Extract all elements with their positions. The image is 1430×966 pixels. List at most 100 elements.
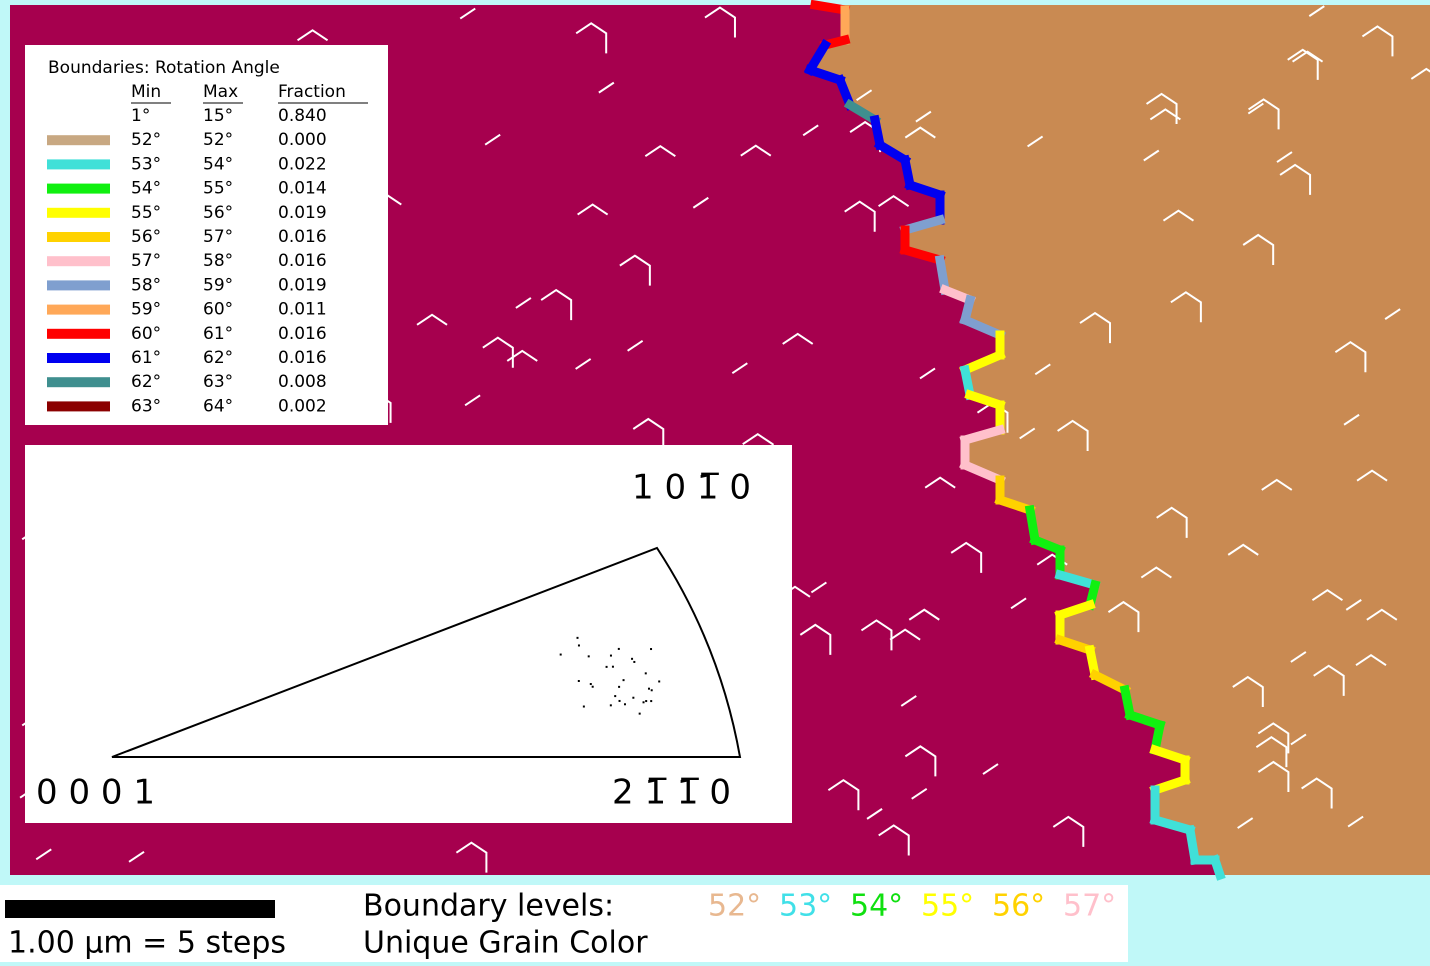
grain-edge bbox=[459, 7, 476, 20]
grain-edge bbox=[1384, 308, 1401, 320]
pole-label-top: 1 0 1̅ 0 bbox=[632, 468, 751, 508]
grain-edge bbox=[627, 339, 644, 352]
grain-edge bbox=[540, 288, 573, 321]
grain-edge bbox=[455, 841, 488, 873]
grain-edge bbox=[1290, 733, 1307, 746]
level-label: 56° bbox=[992, 889, 1045, 924]
pole-point bbox=[650, 700, 653, 703]
legend-fraction: 0.002 bbox=[278, 396, 327, 416]
grain-edge bbox=[1301, 777, 1333, 809]
boundary-segment bbox=[803, 38, 832, 77]
pole-point bbox=[633, 660, 636, 663]
pole-point bbox=[582, 705, 585, 708]
pole-label-right: 2 1̅ 1̅ 0 bbox=[612, 773, 731, 813]
grain-edge bbox=[1232, 675, 1264, 708]
legend-max: 56° bbox=[203, 203, 233, 223]
grain-edge bbox=[911, 787, 928, 800]
grain-edge bbox=[827, 778, 860, 811]
grain-edge bbox=[860, 619, 893, 651]
legend-max: 59° bbox=[203, 275, 233, 295]
grain-edge bbox=[1261, 478, 1293, 491]
legend-min: 60° bbox=[131, 324, 161, 344]
grain-edge bbox=[1255, 735, 1288, 768]
legend-max: 55° bbox=[203, 179, 233, 199]
grain-edge bbox=[1361, 25, 1394, 57]
grain-edge bbox=[1356, 469, 1388, 482]
legend-fraction: 0.840 bbox=[278, 106, 327, 126]
legend-max: 54° bbox=[203, 154, 233, 174]
legend-min: 52° bbox=[131, 130, 161, 150]
grain-edge bbox=[1170, 291, 1202, 323]
legend-max: 62° bbox=[203, 348, 233, 368]
grain-edge bbox=[704, 6, 736, 38]
grain-edge bbox=[1279, 163, 1312, 195]
legend-max: 60° bbox=[203, 300, 233, 320]
grain-edge bbox=[982, 763, 999, 775]
grain-edge bbox=[866, 808, 883, 820]
legend-fraction: 0.019 bbox=[278, 275, 327, 295]
legend-swatch bbox=[47, 328, 110, 339]
grain-edge bbox=[598, 81, 615, 94]
pole-point bbox=[559, 653, 562, 656]
grain-edge bbox=[1143, 149, 1160, 162]
pole-point bbox=[650, 648, 653, 651]
grain-edge bbox=[1308, 5, 1325, 17]
legend-swatch bbox=[47, 256, 110, 267]
grain-edge bbox=[1027, 135, 1044, 148]
grain-edge bbox=[740, 144, 772, 157]
boundary-segment bbox=[1124, 709, 1166, 731]
pole-point bbox=[618, 699, 621, 702]
boundary-segment bbox=[809, 0, 851, 16]
pole-points bbox=[559, 636, 661, 715]
pole-label-left: 0 0 0 1 bbox=[36, 773, 155, 813]
grain-edge bbox=[1345, 599, 1362, 611]
grain-edge bbox=[1292, 50, 1324, 63]
legend-max: 64° bbox=[203, 396, 233, 416]
pole-point bbox=[617, 647, 620, 650]
legend-min: 55° bbox=[131, 203, 161, 223]
pole-point bbox=[647, 687, 650, 690]
boundary-segment bbox=[1149, 814, 1196, 836]
legend-swatch bbox=[47, 353, 110, 363]
grain-edge bbox=[1237, 817, 1254, 829]
legend-header: Fraction bbox=[278, 82, 346, 102]
grain-edge bbox=[950, 541, 983, 573]
pole-point bbox=[614, 695, 617, 698]
footer-box bbox=[0, 885, 1128, 962]
pole-point bbox=[609, 654, 612, 657]
pole-point bbox=[623, 703, 626, 706]
boundary-segment bbox=[1184, 824, 1201, 866]
legend-swatch bbox=[47, 377, 110, 388]
boundary-segment bbox=[1209, 854, 1226, 881]
pole-point bbox=[587, 655, 590, 658]
level-label: 53° bbox=[779, 889, 832, 924]
grain-edge bbox=[515, 297, 532, 309]
boundary-segment bbox=[904, 179, 946, 201]
grain-edge bbox=[1034, 363, 1051, 376]
grain-edge bbox=[1149, 108, 1181, 121]
grain-edge bbox=[692, 196, 709, 209]
grain-edge bbox=[1057, 419, 1089, 451]
grain-edge bbox=[878, 194, 910, 207]
grain-edge bbox=[1313, 664, 1345, 696]
legend-header: Max bbox=[203, 82, 238, 102]
boundary-segment bbox=[1149, 744, 1191, 766]
grain-edge bbox=[802, 124, 819, 137]
grain-region bbox=[810, 5, 1430, 875]
boundary-segment bbox=[959, 349, 1006, 376]
grain-edge bbox=[1257, 722, 1290, 754]
level-label: 55° bbox=[921, 889, 974, 924]
grain-edge bbox=[1010, 597, 1027, 610]
grain-edge bbox=[577, 203, 609, 216]
grain-edge bbox=[919, 367, 936, 380]
grain-edge bbox=[1334, 341, 1367, 373]
legend-fraction: 0.016 bbox=[278, 348, 327, 368]
legend-fraction: 0.022 bbox=[278, 154, 327, 174]
grain-edge bbox=[856, 89, 873, 102]
level-label: 52° bbox=[708, 889, 761, 924]
legend-swatch bbox=[47, 304, 110, 315]
pole-point bbox=[577, 679, 580, 682]
boundary-segment bbox=[959, 314, 1006, 341]
pole-point bbox=[611, 665, 614, 668]
grain-edge bbox=[1366, 608, 1398, 621]
